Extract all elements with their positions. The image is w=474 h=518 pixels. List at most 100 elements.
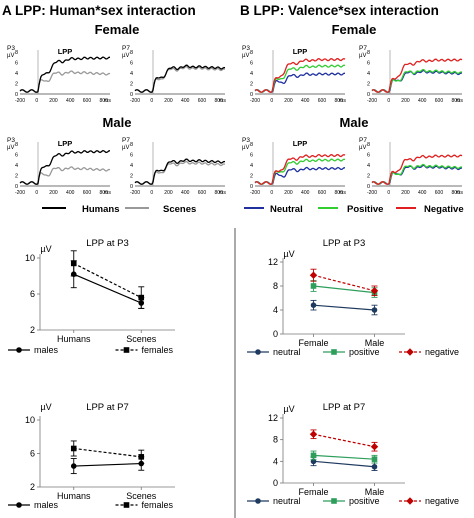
erp-electrode-label: P7 <box>359 45 367 52</box>
erp-x-tick-label: 200 <box>49 98 58 104</box>
legend-label: males <box>34 500 59 510</box>
erp-lpp-label: LPP <box>293 139 308 148</box>
chart-x-tick-label: Female <box>298 338 328 348</box>
erp-trace <box>254 158 346 185</box>
erp-y-tick-label: 8 <box>130 142 133 148</box>
erp-x-tick-label: 800 <box>100 190 109 196</box>
male-heading-a: Male <box>103 115 132 130</box>
erp-x-tick-label: 0 <box>270 190 273 196</box>
erp-y-tick-label: 0 <box>367 92 370 98</box>
erp-y-tick-label: 0 <box>15 92 18 98</box>
chart-y-tick-label: 0 <box>273 329 278 339</box>
erp-x-tick-label: -200 <box>15 190 25 196</box>
chart-y-tick-label: 6 <box>30 289 35 299</box>
erp-x-tick-label: 800 <box>335 190 344 196</box>
data-point <box>309 430 318 438</box>
erp-unit-label: µV <box>7 145 14 151</box>
chart-title: LPP at P3 <box>86 238 129 249</box>
erp-y-tick-label: 2 <box>130 82 133 88</box>
series-line <box>73 273 142 304</box>
legend-b-negative-label: Negative <box>424 204 464 215</box>
data-point <box>310 283 317 289</box>
chart-title: LPP at P3 <box>323 238 366 249</box>
erp-x-tick-label: -200 <box>367 190 377 196</box>
legend-label: males <box>34 345 59 355</box>
panel-b-title: B LPP: Valence*sex interaction <box>240 3 439 18</box>
erp-y-tick-label: 6 <box>130 153 133 159</box>
erp-y-tick-label: 2 <box>15 82 18 88</box>
erp-trace <box>19 166 111 185</box>
erp-trace <box>254 72 345 93</box>
chart-y-tick-label: 6 <box>30 449 35 459</box>
female-heading-b: Female <box>332 22 377 37</box>
erp-y-tick-label: 4 <box>15 163 18 169</box>
series-line <box>73 447 142 458</box>
erp-y-tick-label: 6 <box>367 61 370 67</box>
erp-y-tick-label: 4 <box>130 71 133 77</box>
erp-unit-label: µV <box>122 53 129 59</box>
chart-x-tick-label: Humans <box>57 491 91 501</box>
series-line <box>313 454 375 460</box>
data-point <box>70 445 77 452</box>
legend-label: positive <box>349 496 380 506</box>
erp-y-tick-label: 2 <box>130 174 133 180</box>
chart-y-label: µV <box>40 402 51 412</box>
chart-3: LPP at P7 µV 0 4 8 12 Female Male neutral positiv… <box>247 402 459 506</box>
chart-y-tick-label: 0 <box>273 478 278 488</box>
erp-y-tick-label: 6 <box>15 153 18 159</box>
legend-label: females <box>142 345 174 355</box>
chart-x-tick-label: Male <box>365 487 385 497</box>
erp-y-tick-label: 6 <box>367 153 370 159</box>
erp-y-tick-label: 8 <box>15 50 18 56</box>
legend-label: females <box>142 500 174 510</box>
erp-y-tick-label: 8 <box>367 142 370 148</box>
erp-electrode-label: P3 <box>7 137 15 144</box>
erp-x-tick-label: 200 <box>401 190 410 196</box>
erp-unit-label: µV <box>359 145 366 151</box>
legend-a-scenes-label: Scenes <box>163 204 196 215</box>
erp-x-tick-label: 600 <box>83 190 92 196</box>
erp-y-tick-label: 2 <box>15 174 18 180</box>
erp-y-tick-label: 8 <box>367 50 370 56</box>
erp-lpp-label: LPP <box>58 47 73 56</box>
erp-y-tick-label: 6 <box>250 61 253 67</box>
female-heading-a: Female <box>95 22 140 37</box>
erp-y-tick-label: 2 <box>367 82 370 88</box>
erp-x-tick-label: 400 <box>181 98 190 104</box>
erp-x-tick-label: 800 <box>335 98 344 104</box>
series-line <box>73 262 142 299</box>
chart-0: LPP at P3 µV 2 6 10 Humans Scenes males females <box>8 238 175 355</box>
erp-x-tick-label: 0 <box>35 98 38 104</box>
series-males <box>70 260 145 309</box>
erp-trace <box>371 58 463 93</box>
data-point <box>370 287 379 295</box>
erp-y-tick-label: 4 <box>367 163 370 169</box>
data-point <box>370 443 379 451</box>
erp-y-tick-label: 4 <box>367 71 370 77</box>
chart-y-label: µV <box>283 249 294 259</box>
legend-b: Neutral Positive Negative <box>244 204 464 215</box>
chart-legend: males females <box>8 345 174 355</box>
erp-trace <box>254 64 346 93</box>
erp-x-tick-label: 600 <box>318 98 327 104</box>
chart-y-tick-label: 8 <box>273 281 278 291</box>
erp-x-tick-label: 0 <box>270 98 273 104</box>
erp-ms-label: ms <box>456 190 464 196</box>
erp-x-tick-label: 200 <box>401 98 410 104</box>
series-negative <box>309 429 379 452</box>
erp-y-tick-label: 0 <box>15 184 18 190</box>
erp-x-tick-label: 400 <box>66 190 75 196</box>
chart-y-tick-label: 10 <box>25 253 35 263</box>
erp-x-tick-label: 0 <box>35 190 38 196</box>
series-negative <box>309 268 379 297</box>
erp-x-tick-label: 200 <box>284 190 293 196</box>
legend-label: negative <box>425 496 459 506</box>
erp-x-tick-label: 400 <box>66 98 75 104</box>
erp-x-tick-label: 0 <box>150 98 153 104</box>
